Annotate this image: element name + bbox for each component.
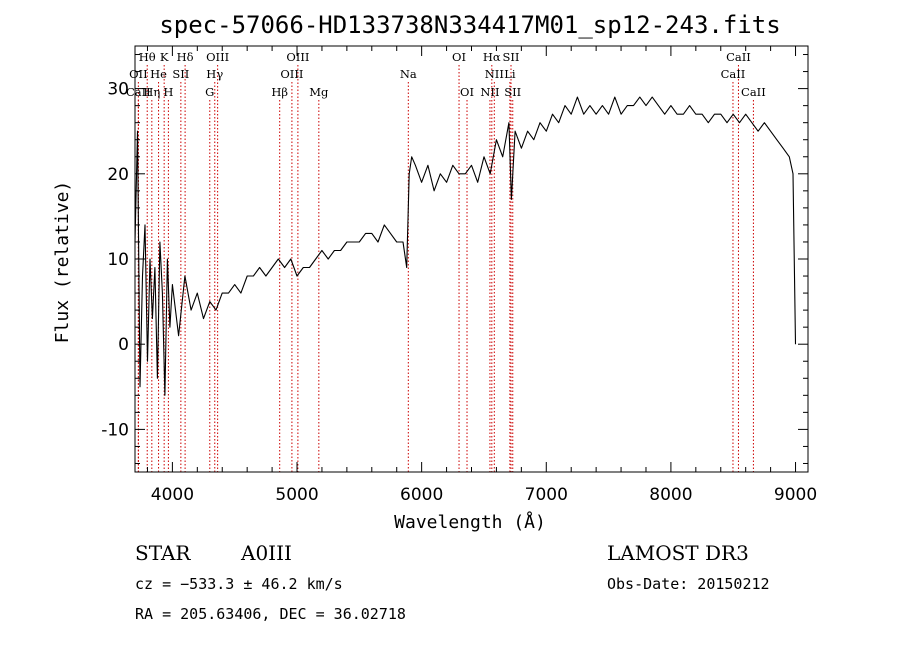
x-tick-label-4: 8000 [649, 485, 692, 505]
marker-label-15: NII [485, 67, 504, 81]
marker-label-22: Hβ [271, 85, 288, 99]
marker-label-12: Hγ [206, 67, 223, 81]
axes [134, 45, 809, 473]
marker-label-19: Hη [143, 85, 160, 99]
y-tick-label-4: 30 [107, 80, 129, 100]
marker-label-23: Mg [309, 85, 329, 99]
x-tick-label-1: 5000 [275, 485, 318, 505]
spectrum-line-group [134, 96, 797, 396]
object-subclass: A0III [240, 541, 292, 565]
marker-label-13: OIII [280, 67, 303, 81]
marker-label-6: Hα [483, 50, 501, 64]
marker-label-4: OIII [286, 50, 309, 64]
object-class: STAR [135, 541, 191, 565]
marker-label-14: Na [400, 67, 417, 81]
x-tick-label-5: 9000 [774, 485, 817, 505]
marker-label-25: NII [480, 85, 499, 99]
observation-date: Obs-Date: 20150212 [607, 575, 770, 593]
y-tick-label-3: 20 [107, 165, 129, 185]
x-tick-label-2: 6000 [400, 485, 443, 505]
axis-ticks: 4000 5000 6000 7000 8000 9000 -10 0 10 20 30 [101, 46, 817, 505]
x-tick-label-3: 7000 [525, 485, 568, 505]
marker-label-8: CaII [726, 50, 751, 64]
redshift-velocity: cz = −533.3 ± 46.2 km/s [135, 575, 343, 593]
marker-label-16: Li [504, 67, 516, 81]
y-tick-label-1: 0 [118, 335, 129, 355]
x-axis-label: Wavelength (Å) [394, 511, 546, 533]
marker-label-11: SII [172, 67, 189, 81]
plot-frame [134, 45, 809, 473]
survey-name: LAMOST DR3 [607, 541, 749, 565]
marker-label-1: K [160, 50, 169, 64]
y-axis-label: Flux (relative) [52, 181, 73, 344]
x-tick-label-0: 4000 [151, 485, 194, 505]
marker-label-7: SII [503, 50, 520, 64]
coordinates: RA = 205.63406, DEC = 36.02718 [135, 605, 406, 623]
y-tick-label-2: 10 [107, 250, 129, 270]
marker-label-20: H [163, 85, 173, 99]
spectrum-line [134, 96, 797, 396]
marker-label-27: CaII [741, 85, 766, 99]
marker-label-10: He [150, 67, 167, 81]
marker-label-2: Hδ [177, 50, 194, 64]
marker-label-0: Hθ [139, 50, 156, 64]
marker-label-5: OI [452, 50, 466, 64]
marker-label-21: G [205, 85, 214, 99]
chart-title: spec-57066-HD133738N334417M01_sp12-243.f… [159, 11, 780, 39]
marker-label-9: OII [129, 67, 148, 81]
marker-label-24: OI [460, 85, 474, 99]
marker-label-3: OIII [206, 50, 229, 64]
marker-label-26: SII [504, 85, 521, 99]
marker-label-17: CaII [721, 67, 746, 81]
y-tick-label-0: -10 [101, 420, 129, 440]
